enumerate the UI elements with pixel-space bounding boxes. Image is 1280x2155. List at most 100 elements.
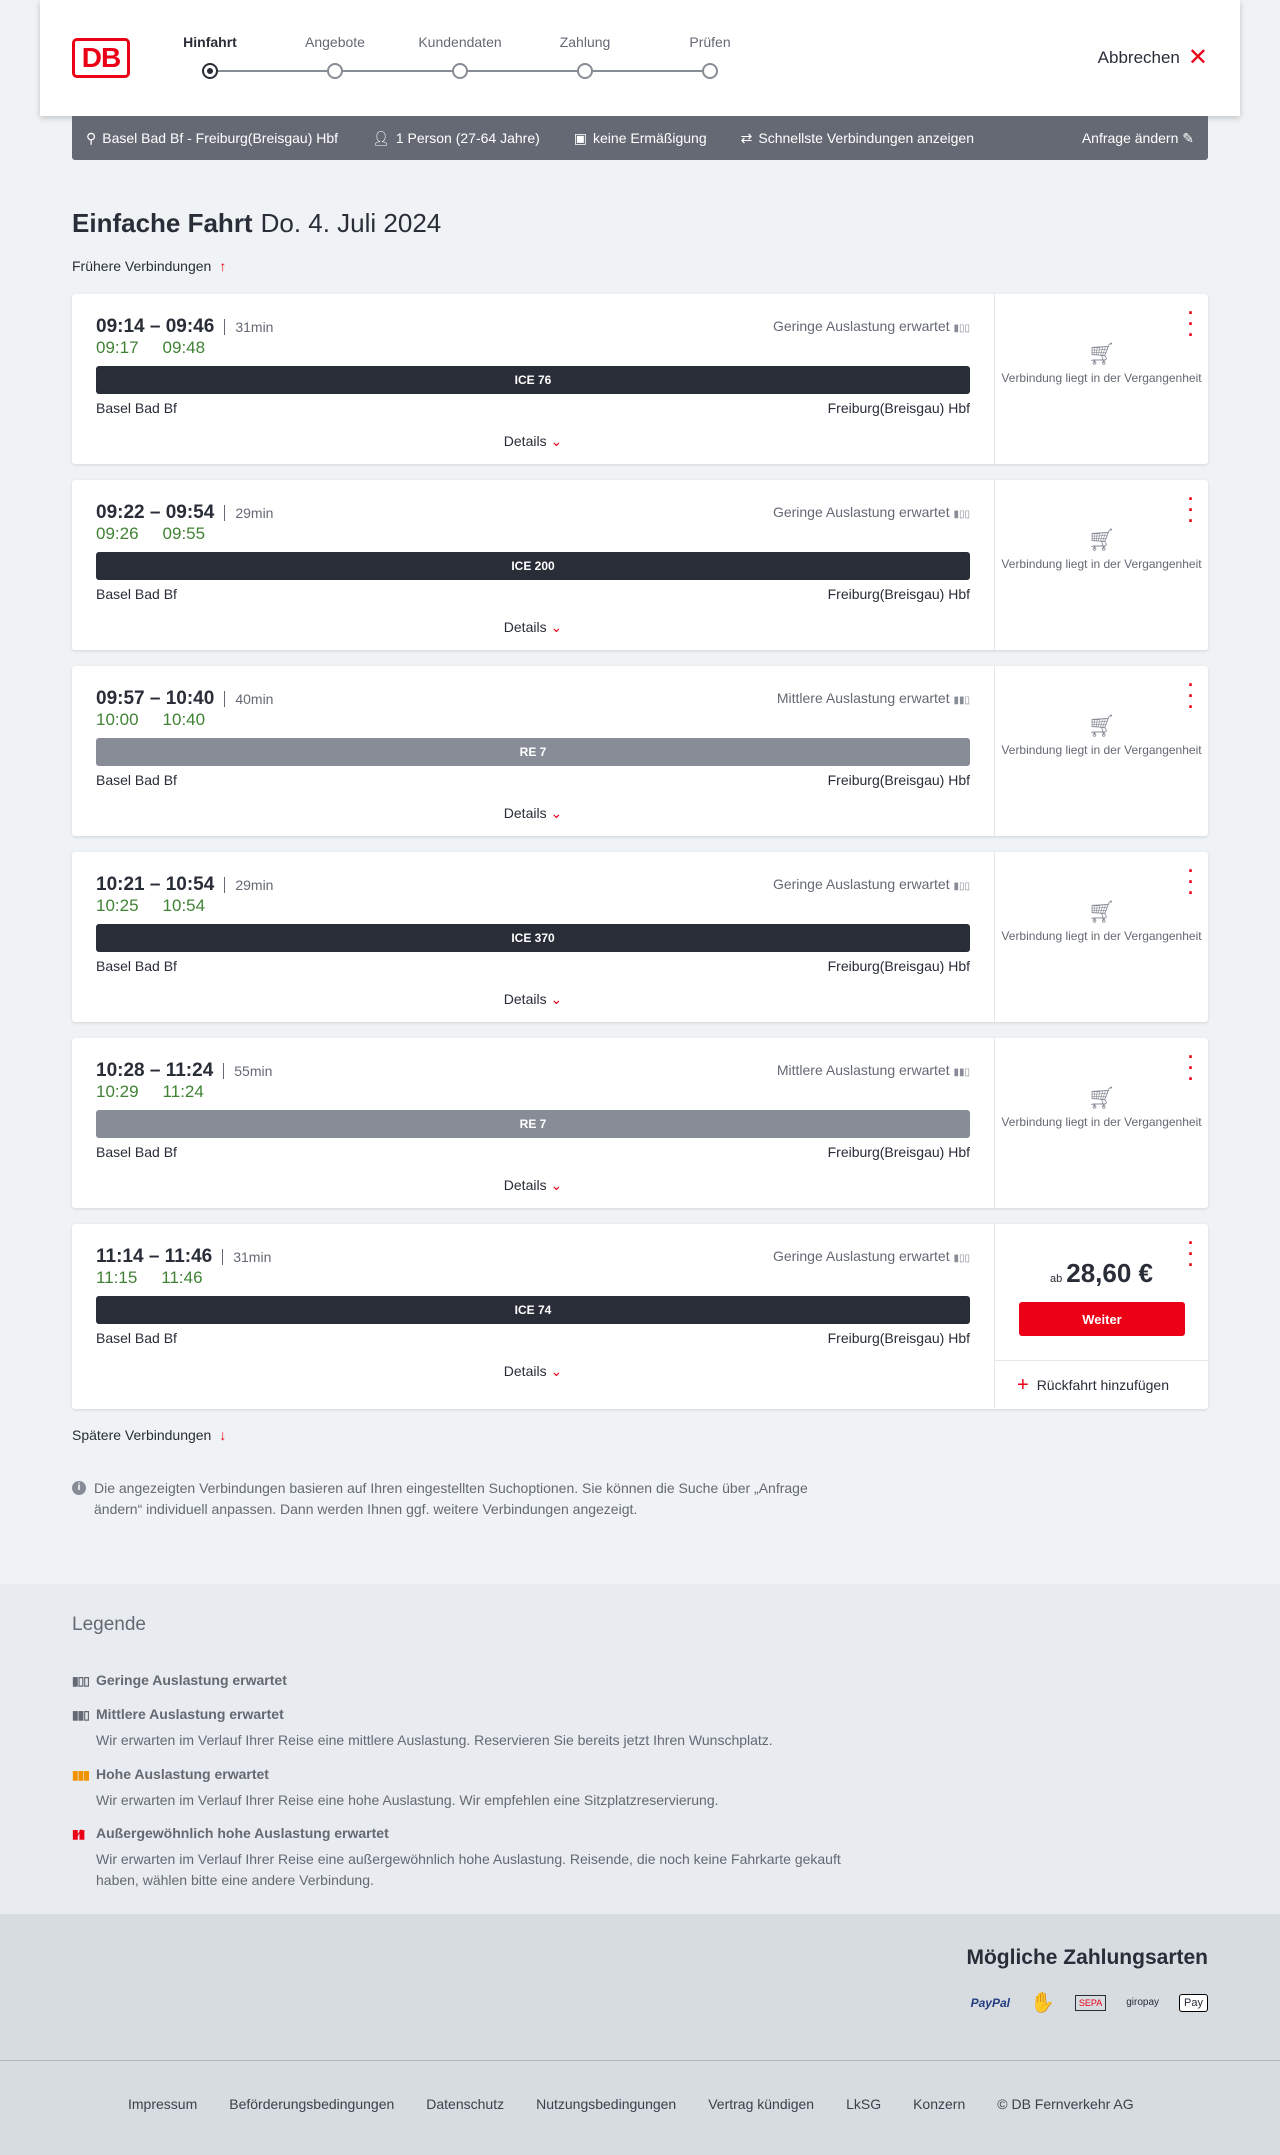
occupancy-icon: ▮▯▯ (953, 881, 970, 892)
arrow-down-icon: ↓ (219, 1427, 227, 1443)
footer-link[interactable]: Beförderungsbedingungen (229, 2096, 395, 2112)
more-options-icon[interactable]: · · · (1188, 675, 1194, 717)
connection-card[interactable]: 10:28 – 11:24 55min Mittlere Auslastung e… (72, 1038, 1208, 1208)
info-icon: i (72, 1481, 86, 1495)
duration: 40min (224, 691, 274, 707)
step-2: Kundendaten (418, 34, 502, 50)
footer-link[interactable]: Datenschutz (426, 2096, 505, 2112)
continue-button[interactable]: Weiter (1019, 1302, 1185, 1336)
more-options-icon[interactable]: · · · (1188, 489, 1194, 531)
more-options-icon[interactable]: · · · (1188, 303, 1194, 345)
step-4: Prüfen (689, 34, 731, 50)
planned-times: 09:22 – 09:54 29min (96, 502, 274, 524)
legend-text: Wir erwarten im Verlauf Ihrer Reise eine… (96, 1792, 719, 1808)
cart-unavailable-icon: 🛒︎ (1087, 713, 1116, 738)
legend-label: Mittlere Auslastung erwartet (96, 1706, 284, 1722)
duration: 29min (224, 877, 274, 893)
past-connection-notice: 🛒︎ Verbindung liegt in der Vergangenheit (995, 343, 1208, 386)
departure-station: Basel Bad Bf (96, 400, 177, 416)
details-toggle[interactable]: Details ⌄ (96, 991, 970, 1008)
occupancy-label: Geringe Auslastung erwartet (772, 1248, 950, 1264)
cancel-label: Abbrechen (1097, 48, 1180, 67)
realtime-departure: 09:17 (96, 338, 139, 357)
edit-request-button[interactable]: Anfrage ändern ✎ (1082, 130, 1194, 147)
connection-card[interactable]: 11:14 – 11:46 31min Geringe Auslastung er… (72, 1224, 1208, 1409)
later-label: Spätere Verbindungen (72, 1427, 212, 1443)
info-text: Die angezeigten Verbindungen basieren au… (94, 1480, 808, 1517)
past-connection-notice: 🛒︎ Verbindung liegt in der Vergangenheit (995, 899, 1208, 944)
price-prefix: ab (1050, 1273, 1063, 1285)
occupancy: Mittlere Auslastung erwartet ▮▮▯ (777, 1062, 970, 1078)
cart-unavailable-icon: 🛒︎ (1087, 899, 1116, 924)
train-bar[interactable]: ICE 200 (96, 552, 970, 580)
footer-link[interactable]: © DB Fernverkehr AG (997, 2096, 1134, 2112)
fastest-connections[interactable]: Schnellste Verbindungen anzeigen (758, 129, 974, 146)
add-return-button[interactable]: + Rückfahrt hinzufügen (995, 1360, 1208, 1409)
train-bar[interactable]: RE 7 (96, 738, 970, 766)
train-bar[interactable]: ICE 370 (96, 924, 970, 952)
details-toggle[interactable]: Details ⌄ (96, 619, 970, 636)
apple-pay-icon: Pay (1179, 1993, 1208, 2012)
past-text: Verbindung liegt in der Vergangenheit (1001, 929, 1202, 943)
step-indicator (702, 63, 718, 79)
cart-unavailable-icon: 🛒︎ (1087, 1085, 1116, 1110)
footer-link[interactable]: Vertrag kündigen (708, 2096, 815, 2112)
realtime-departure: 09:26 (96, 524, 139, 543)
realtime-times: 09:17 09:48 (96, 338, 229, 358)
cart-unavailable-icon: 🛒︎ (1087, 527, 1116, 552)
connection-card[interactable]: 09:57 – 10:40 40min Mittlere Auslastung e… (72, 666, 1208, 836)
realtime-times: 11:15 11:46 (96, 1268, 227, 1288)
db-logo[interactable]: DB (72, 38, 130, 78)
occupancy-label: Geringe Auslastung erwartet (772, 876, 950, 892)
chevron-down-icon: ⌄ (550, 1177, 563, 1193)
footer-link[interactable]: Nutzungsbedingungen (536, 2096, 677, 2112)
train-bar[interactable]: ICE 76 (96, 366, 970, 394)
realtime-arrival: 09:55 (162, 524, 206, 543)
occupancy-icon: ▮▯▯ (953, 1253, 970, 1264)
occupancy: Mittlere Auslastung erwartet ▮▮▯ (777, 690, 970, 706)
planned-times: 11:14 – 11:46 31min (96, 1246, 272, 1268)
earlier-label: Frühere Verbindungen (72, 258, 212, 274)
train-bar[interactable]: RE 7 (96, 1110, 970, 1138)
occupancy-level-icon: ▮▯▯ (72, 1674, 90, 1688)
later-connections-link[interactable]: Spätere Verbindungen ↓ (72, 1427, 226, 1443)
planned-times: 09:57 – 10:40 40min (96, 688, 274, 710)
realtime-arrival: 11:46 (161, 1268, 203, 1287)
step-3: Zahlung (559, 34, 611, 50)
chevron-down-icon: ⌄ (550, 805, 563, 821)
earlier-connections-link[interactable]: Frühere Verbindungen ↑ (72, 258, 226, 274)
footer-link[interactable]: Impressum (128, 2096, 198, 2112)
price-value: 28,60 € (1066, 1258, 1153, 1288)
time-range: 09:14 – 09:46 (96, 316, 215, 337)
cancel-button[interactable]: Abbrechen ✕ (1098, 46, 1208, 70)
occupancy: Geringe Auslastung erwartet ▮▯▯ (773, 504, 970, 520)
arrival-station: Freiburg(Breisgau) Hbf (827, 772, 970, 788)
train-bar[interactable]: ICE 74 (96, 1296, 970, 1324)
credit-card-icon: ✋ (1029, 1992, 1055, 2014)
location-pin-icon: ⚲ (86, 129, 97, 146)
connection-card[interactable]: 09:14 – 09:46 31min Geringe Auslastung er… (72, 294, 1208, 464)
legend-title: Legende (72, 1614, 146, 1635)
departure-station: Basel Bad Bf (96, 772, 177, 788)
more-options-icon[interactable]: · · · (1188, 1233, 1194, 1275)
step-indicator (577, 63, 593, 79)
past-text: Verbindung liegt in der Vergangenheit (1001, 1115, 1202, 1129)
more-options-icon[interactable]: · · · (1188, 1047, 1194, 1089)
details-toggle[interactable]: Details ⌄ (96, 1363, 970, 1380)
details-toggle[interactable]: Details ⌄ (96, 433, 970, 450)
past-connection-notice: 🛒︎ Verbindung liegt in der Vergangenheit (995, 527, 1208, 572)
connection-card[interactable]: 10:21 – 10:54 29min Geringe Auslastung er… (72, 852, 1208, 1022)
departure-station: Basel Bad Bf (96, 1144, 177, 1160)
details-toggle[interactable]: Details ⌄ (96, 805, 970, 822)
connection-card[interactable]: 09:22 – 09:54 29min Geringe Auslastung er… (72, 480, 1208, 650)
footer-divider (0, 2060, 1280, 2061)
more-options-icon[interactable]: · · · (1188, 861, 1194, 903)
arrival-station: Freiburg(Breisgau) Hbf (827, 1144, 970, 1160)
step-indicator (452, 63, 468, 79)
footer-link[interactable]: Konzern (913, 2096, 966, 2112)
time-range: 10:28 – 11:24 (96, 1060, 214, 1081)
details-toggle[interactable]: Details ⌄ (96, 1177, 970, 1194)
duration: 31min (222, 1249, 272, 1265)
footer-link[interactable]: LkSG (846, 2096, 882, 2112)
occupancy-label: Geringe Auslastung erwartet (772, 504, 950, 520)
